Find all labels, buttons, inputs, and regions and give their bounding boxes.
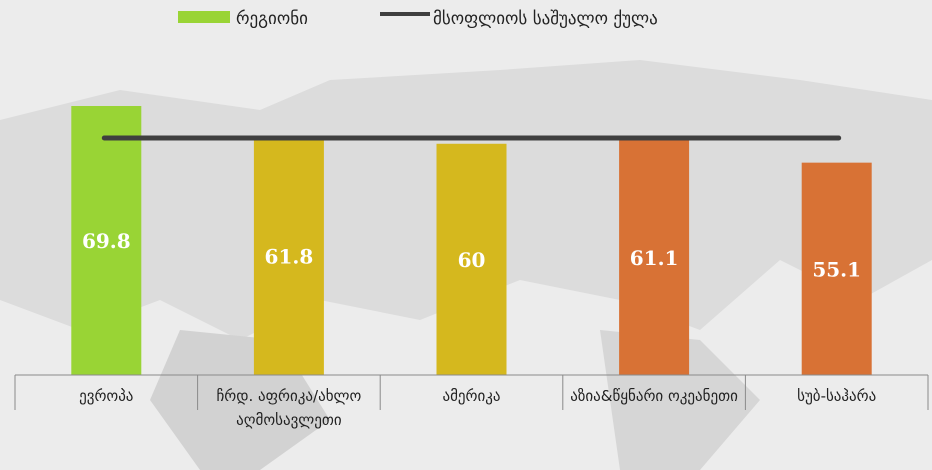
- legend-swatch: [178, 11, 230, 23]
- legend-label: მსოფლიოს საშუალო ქულა: [433, 9, 658, 29]
- value-label: 60: [458, 248, 486, 272]
- value-label: 55.1: [812, 257, 861, 281]
- value-label: 69.8: [82, 229, 131, 253]
- bar: [619, 139, 690, 375]
- x-tick-label: სუბ-საჰარა: [797, 387, 877, 405]
- bar: [436, 143, 507, 375]
- value-label: 61.1: [630, 246, 679, 270]
- value-label: 61.8: [265, 244, 314, 268]
- x-tick-label: ამერიკა: [442, 387, 501, 405]
- bar: [801, 162, 872, 375]
- bar: [253, 136, 324, 375]
- bar: [71, 106, 142, 375]
- x-tick-label: ევროპა: [79, 387, 134, 405]
- x-tick-label: ჩრდ. აფრიკა/ახლო აღმოსავლეთი: [216, 387, 362, 429]
- legend-label: რეგიონი: [236, 9, 308, 29]
- x-tick-label: აზია&წყნარი ოკეანეთი: [570, 387, 738, 405]
